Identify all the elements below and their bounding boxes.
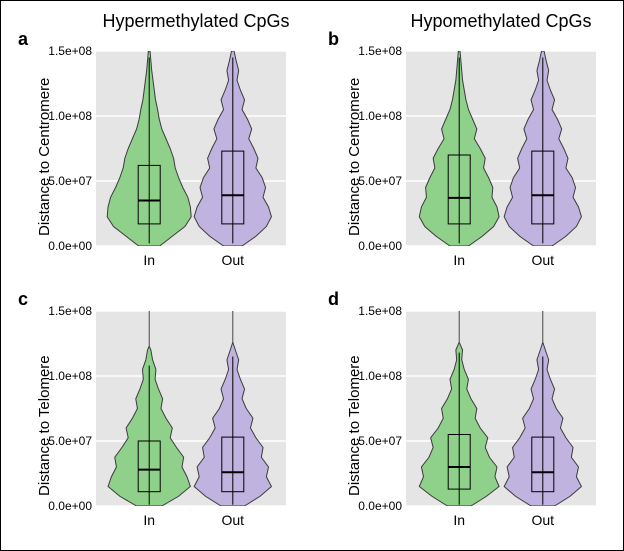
y-tick-label: 1.5e+08: [44, 44, 92, 58]
x-tick-label: Out: [523, 252, 563, 268]
y-tick-label: 0.0e+00: [354, 499, 402, 513]
violin-plot: [96, 51, 286, 246]
x-tick-label: In: [439, 512, 479, 528]
col-title-right: Hypomethylated CpGs: [401, 11, 601, 32]
y-tick-label: 5.0e+07: [354, 174, 402, 188]
y-tick-label: 5.0e+07: [354, 434, 402, 448]
panel-letter: d: [328, 289, 339, 310]
panel-letter: a: [18, 29, 28, 50]
y-tick-label: 0.0e+00: [44, 239, 92, 253]
panel-d: dDistance to Telomere0.0e+005.0e+071.0e+…: [406, 311, 596, 506]
y-tick-label: 1.0e+08: [354, 369, 402, 383]
y-tick-label: 5.0e+07: [44, 174, 92, 188]
x-tick-label: Out: [523, 512, 563, 528]
panel-letter: b: [328, 29, 339, 50]
panel-a: aDistance to Centromere0.0e+005.0e+071.0…: [96, 51, 286, 246]
figure: Hypermethylated CpGs Hypomethylated CpGs…: [0, 0, 624, 551]
y-tick-label: 1.0e+08: [354, 109, 402, 123]
y-tick-label: 0.0e+00: [44, 499, 92, 513]
violin-plot: [406, 51, 596, 246]
y-tick-label: 5.0e+07: [44, 434, 92, 448]
y-tick-label: 1.0e+08: [44, 109, 92, 123]
y-axis-label: Distance to Centromere: [36, 78, 53, 236]
panel-b: bDistance to Centromere0.0e+005.0e+071.0…: [406, 51, 596, 246]
y-tick-label: 0.0e+00: [354, 239, 402, 253]
violin-plot: [96, 311, 286, 506]
y-tick-label: 1.5e+08: [44, 304, 92, 318]
y-tick-label: 1.5e+08: [354, 304, 402, 318]
violin-plot: [406, 311, 596, 506]
y-tick-label: 1.5e+08: [354, 44, 402, 58]
y-tick-label: 1.0e+08: [44, 369, 92, 383]
x-tick-label: Out: [213, 512, 253, 528]
panel-c: cDistance to Telomere0.0e+005.0e+071.0e+…: [96, 311, 286, 506]
col-title-left: Hypermethylated CpGs: [96, 11, 296, 32]
panel-letter: c: [18, 289, 28, 310]
y-axis-label: Distance to Centromere: [346, 78, 363, 236]
x-tick-label: Out: [213, 252, 253, 268]
x-tick-label: In: [129, 252, 169, 268]
x-tick-label: In: [439, 252, 479, 268]
x-tick-label: In: [129, 512, 169, 528]
